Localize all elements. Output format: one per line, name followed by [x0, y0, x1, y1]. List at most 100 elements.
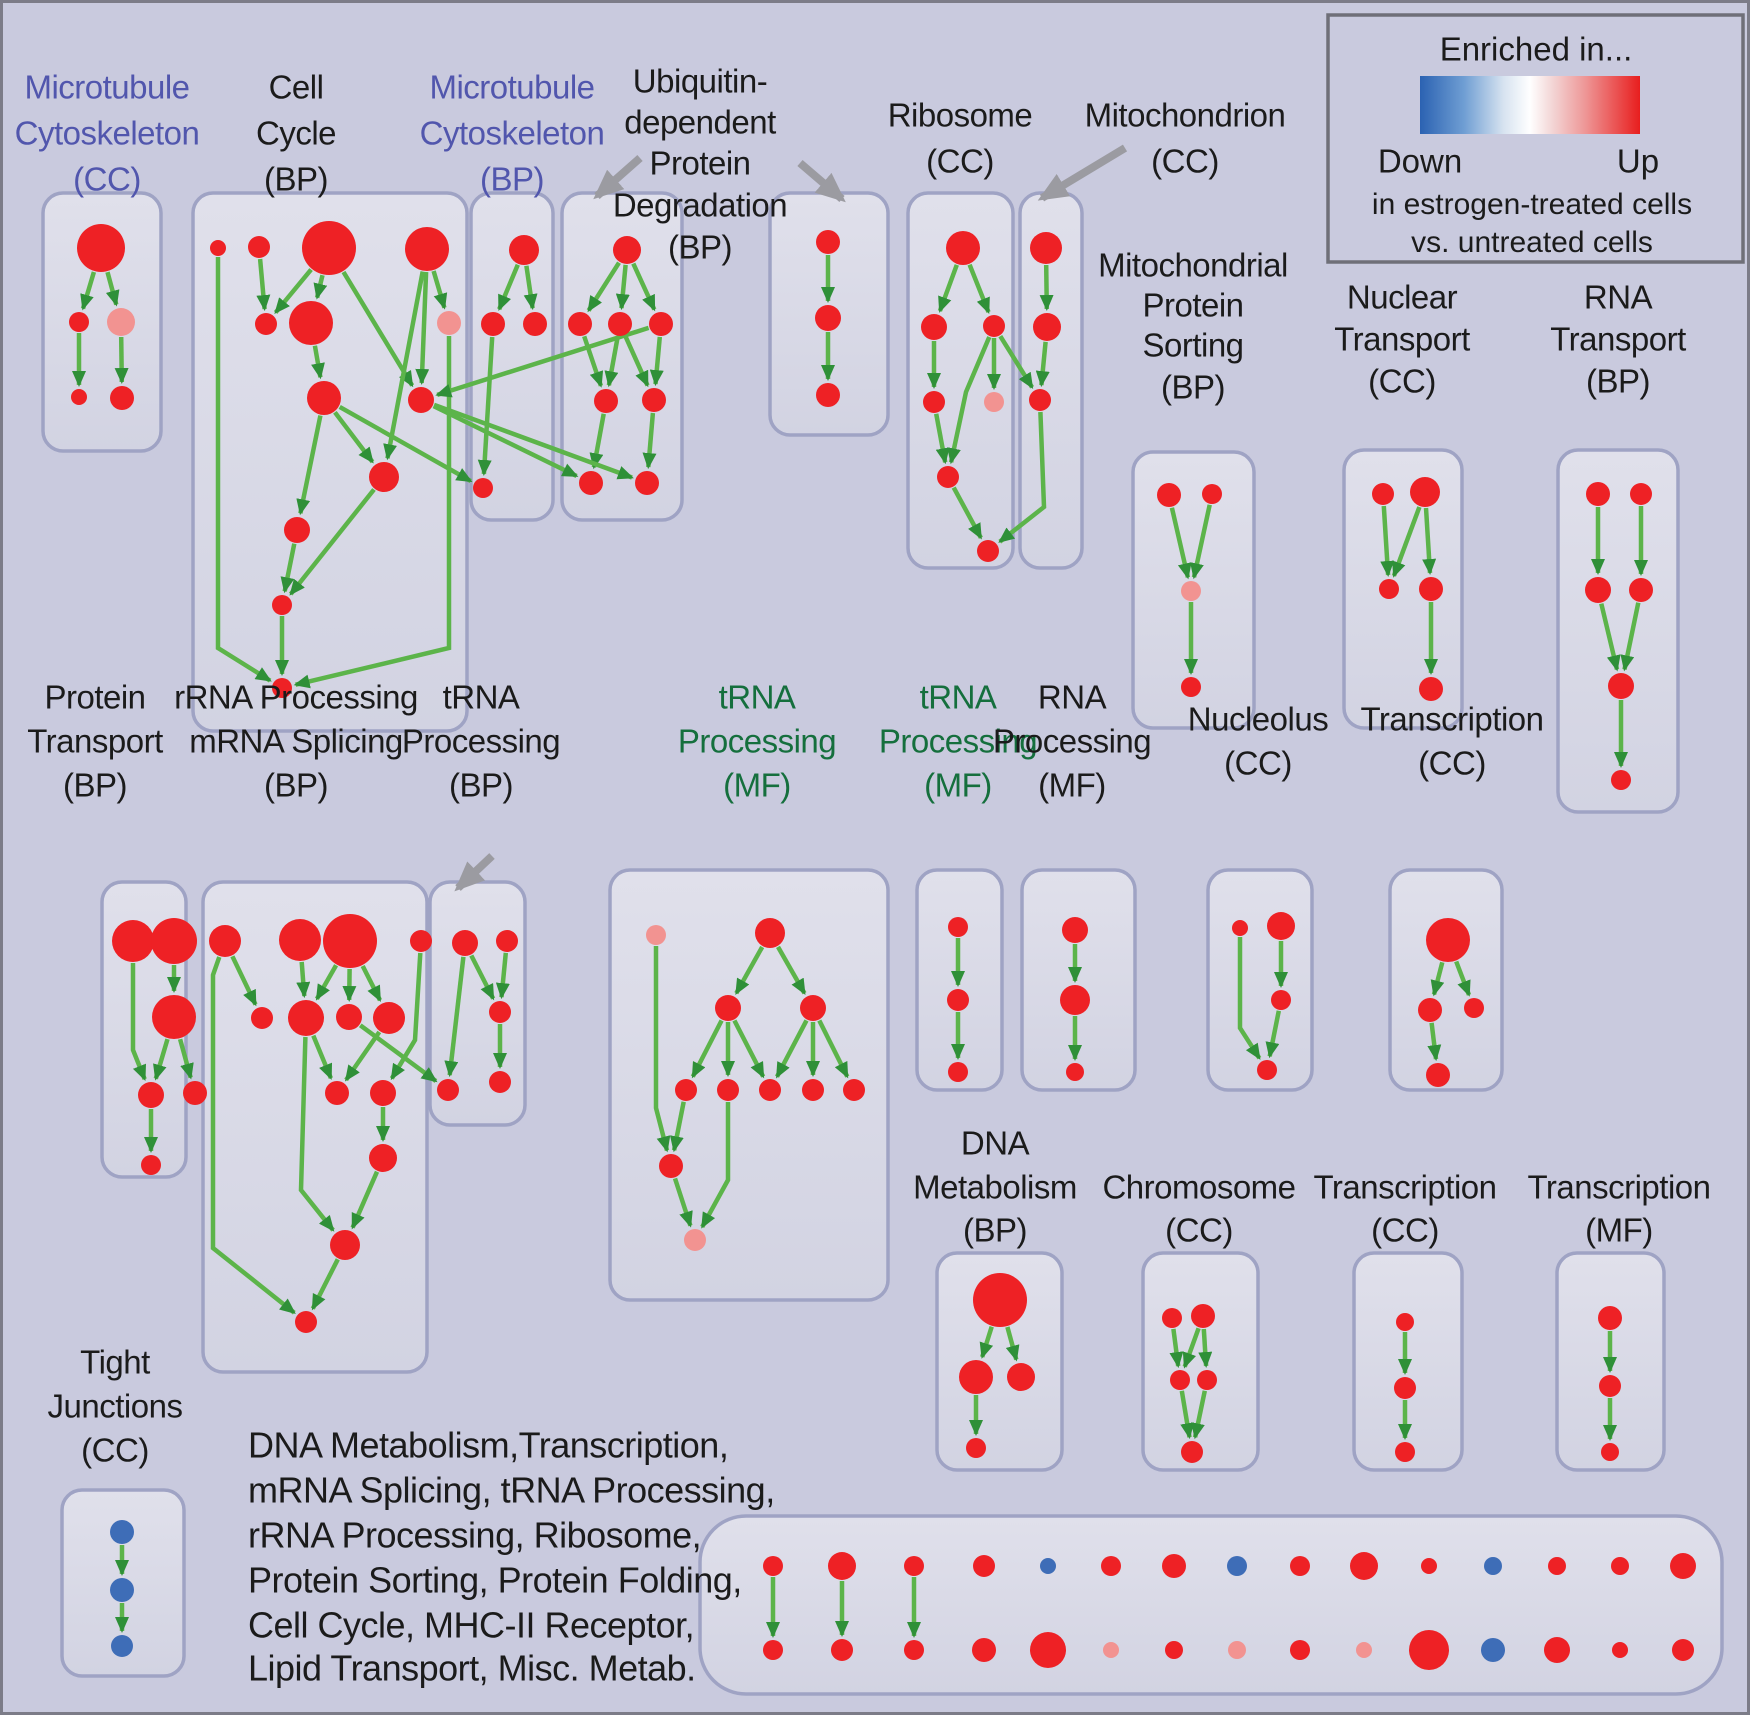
node-b4	[405, 227, 449, 271]
grid-node-top-col15	[1670, 1553, 1696, 1579]
cluster-label-transcription-mf-line2: (MF)	[1585, 1212, 1653, 1249]
edge-r3-r6	[314, 964, 339, 1001]
misc-clusters-text-line4: Protein Sorting, Protein Folding,	[248, 1560, 742, 1601]
node-tj1	[110, 1520, 134, 1544]
node-u5	[594, 389, 618, 413]
edge-r1-r13	[210, 956, 296, 1315]
node-t1	[452, 930, 478, 956]
grid-node-bottom-col12	[1481, 1638, 1505, 1662]
trna-bp-arrow	[454, 853, 495, 892]
node-c3	[1170, 1370, 1190, 1390]
cluster-box-rrna-processing-mrna-splicing-bp	[201, 880, 429, 1374]
cluster-label-microtubule-cytoskeleton-bp-line3: (BP)	[480, 161, 544, 198]
cluster-label-rna-processing-mf-line1: RNA	[1038, 679, 1107, 716]
cluster-box-rna-processing-mf	[1020, 868, 1137, 1092]
node-tc3	[1464, 998, 1484, 1018]
node-mt1	[1030, 232, 1062, 264]
ubiquitin-right-arrow	[797, 159, 846, 203]
node-c4	[1197, 1370, 1217, 1390]
edge-b9-b11	[288, 488, 376, 596]
node-t4	[437, 1079, 459, 1101]
grid-node-top-col5	[1040, 1558, 1056, 1574]
cluster-label-rna-processing-mf-line3: (MF)	[1038, 767, 1106, 804]
cluster-label-protein-transport-bp-line2: Transport	[27, 723, 163, 760]
edge-u4-b8	[435, 325, 650, 398]
node-rb4	[923, 391, 945, 413]
cluster-label-cell-cycle-bp-line3: (BP)	[264, 161, 328, 198]
legend-box	[1326, 13, 1745, 264]
grid-node-top-col13	[1548, 1557, 1566, 1575]
grid-node-top-col14	[1611, 1557, 1629, 1575]
grid-node-top-col7	[1162, 1554, 1186, 1578]
grid-node-top-col2	[828, 1552, 856, 1580]
cluster-label-trna-processing-mf-large-line2: Processing	[678, 723, 836, 760]
grid-node-bottom-col2	[831, 1639, 853, 1661]
edge-u6-u8	[642, 412, 657, 470]
node-q3	[1066, 1063, 1084, 1081]
grid-node-bottom-col10	[1356, 1642, 1372, 1658]
node-ms4	[1181, 677, 1201, 697]
cluster-label-transcription-cc-lower-line1: Transcription	[1313, 1169, 1496, 1206]
node-mt3	[1029, 389, 1051, 411]
edge-n3-n4	[1265, 1010, 1282, 1059]
edge-mc3-mc5	[114, 336, 129, 384]
node-c1	[1162, 1308, 1182, 1328]
node-t5	[489, 1071, 511, 1093]
cluster-label-rna-transport-bp-line3: (BP)	[1586, 363, 1650, 400]
edge-b3-b8	[341, 270, 415, 388]
node-rt5	[1608, 673, 1634, 699]
edge-rt4-rt5	[1620, 602, 1641, 672]
cluster-label-trna-processing-mf-small-line3: (MF)	[924, 767, 992, 804]
node-r10	[370, 1080, 396, 1106]
edge-b7-b10	[296, 415, 323, 516]
legend-gradient-bar	[1420, 76, 1640, 134]
edge-mt1-mt2	[1039, 264, 1054, 311]
cluster-label-trna-processing-mf-large-line3: (MF)	[723, 767, 791, 804]
node-p5	[183, 1081, 207, 1105]
cluster-label-mitochondrial-protein-sorting-bp-line2: Protein	[1142, 287, 1243, 324]
node-tj2	[110, 1578, 134, 1602]
node-r12	[330, 1230, 360, 1260]
edge-r11-r12	[350, 1170, 380, 1230]
node-b5	[255, 313, 277, 335]
grid-node-bottom-col14	[1612, 1642, 1628, 1658]
node-u6	[642, 388, 666, 412]
node-f1	[1598, 1306, 1622, 1330]
node-bp	[437, 311, 461, 335]
legend-title: Enriched in...	[1440, 31, 1633, 68]
mitochondrion-arrow	[1037, 144, 1128, 202]
cluster-label-ubiquitin-dependent-protein-degradation-bp-line3: Protein	[649, 145, 750, 182]
node-r4	[410, 930, 432, 952]
node-m10	[659, 1154, 683, 1178]
edge-u5-u7	[589, 413, 606, 470]
edge-c1-c3	[1169, 1328, 1184, 1369]
cluster-box-misc-grid	[698, 1514, 1724, 1696]
edge-r6-r9	[311, 1034, 333, 1081]
edge-r4-r10	[389, 952, 423, 1081]
node-rb7	[977, 540, 999, 562]
node-u3	[608, 312, 632, 336]
node-u7	[579, 471, 603, 495]
edge-r6-r12	[298, 1036, 335, 1232]
node-mc2	[69, 312, 89, 332]
node-p6	[141, 1155, 161, 1175]
node-p3	[152, 995, 196, 1039]
cluster-label-chromosome-cc-line1: Chromosome	[1102, 1169, 1295, 1206]
grid-node-top-col4	[973, 1555, 995, 1577]
edge-nt2-nt4	[1422, 507, 1437, 575]
node-d4	[966, 1438, 986, 1458]
edge-c4-c5	[1191, 1390, 1208, 1440]
node-r8	[373, 1002, 405, 1034]
node-f2	[1599, 1375, 1621, 1397]
cluster-label-rna-transport-bp-line1: RNA	[1584, 279, 1653, 316]
cluster-box-dna-metabolism-bp	[935, 1251, 1064, 1472]
node-m8	[802, 1079, 824, 1101]
node-n4	[1257, 1060, 1277, 1080]
node-v1	[816, 230, 840, 254]
edge-b4-b9	[383, 271, 425, 461]
edge-c2-c4	[1198, 1328, 1213, 1368]
node-m6	[717, 1079, 739, 1101]
